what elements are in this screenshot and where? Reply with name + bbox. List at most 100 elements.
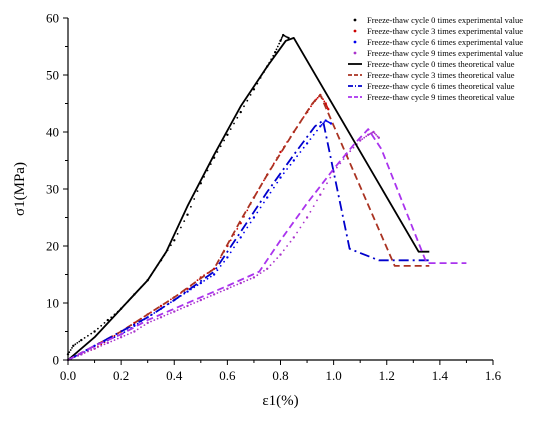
data-point-dot-freeze-thaw-cycle-0-times-experimental-value	[90, 332, 93, 335]
data-point-dot-freeze-thaw-cycle-0-times-experimental-value	[233, 122, 235, 125]
data-point-dot-freeze-thaw-cycle-9-times-experimental-value	[326, 182, 328, 185]
x-tick-label: 1.4	[432, 368, 449, 383]
data-point-freeze-thaw-cycle-3-times-experimental-value	[133, 321, 136, 325]
data-point-dot-freeze-thaw-cycle-9-times-experimental-value	[153, 319, 156, 321]
data-point-freeze-thaw-cycle-6-times-experimental-value	[329, 122, 333, 125]
data-point-freeze-thaw-cycle-9-times-experimental-value	[186, 304, 189, 308]
data-point-dot-freeze-thaw-cycle-6-times-experimental-value	[259, 206, 262, 209]
series-line-freeze-thaw-cycle-0-times-theoretical-value	[67, 37, 430, 361]
data-point-dot-freeze-thaw-cycle-9-times-experimental-value	[166, 313, 169, 316]
data-point-dot-freeze-thaw-cycle-6-times-experimental-value	[296, 155, 298, 158]
y-tick-label: 60	[46, 11, 59, 26]
data-point-dot-freeze-thaw-cycle-9-times-experimental-value	[140, 326, 142, 329]
data-point-dot-freeze-thaw-cycle-9-times-experimental-value	[203, 297, 206, 300]
data-point-dot-freeze-thaw-cycle-3-times-experimental-value	[310, 105, 312, 108]
data-point-dot-freeze-thaw-cycle-3-times-experimental-value	[113, 334, 116, 337]
data-point-dot-freeze-thaw-cycle-6-times-experimental-value	[113, 336, 116, 339]
data-point-dot-freeze-thaw-cycle-9-times-experimental-value	[176, 309, 179, 311]
data-point-dot-freeze-thaw-cycle-0-times-experimental-value	[103, 322, 106, 324]
data-point-freeze-thaw-cycle-6-times-experimental-value	[199, 281, 202, 285]
data-point-dot-freeze-thaw-cycle-6-times-experimental-value	[123, 331, 126, 334]
data-point-dot-freeze-thaw-cycle-9-times-experimental-value	[123, 334, 126, 337]
data-point-dot-freeze-thaw-cycle-9-times-experimental-value	[216, 292, 219, 294]
legend-label-freeze-thaw-cycle-0-times-theoretical-value: Freeze-thaw cycle 0 times theoretical va…	[367, 59, 515, 69]
data-point-dot-freeze-thaw-cycle-0-times-experimental-value	[280, 38, 283, 41]
data-point-dot-freeze-thaw-cycle-9-times-experimental-value	[126, 333, 129, 336]
x-tick-label: 1.0	[326, 368, 342, 383]
data-point-freeze-thaw-cycle-9-times-experimental-value	[266, 267, 269, 270]
data-point-dot-freeze-thaw-cycle-9-times-experimental-value	[110, 340, 113, 343]
plot-area	[66, 33, 467, 362]
data-point-dot-freeze-thaw-cycle-9-times-experimental-value	[316, 199, 318, 202]
data-point-dot-freeze-thaw-cycle-6-times-experimental-value	[219, 265, 222, 267]
data-point-dot-freeze-thaw-cycle-9-times-experimental-value	[249, 277, 252, 280]
data-point-dot-freeze-thaw-cycle-0-times-experimental-value	[229, 128, 232, 131]
data-point-dot-freeze-thaw-cycle-6-times-experimental-value	[323, 121, 326, 123]
data-point-freeze-thaw-cycle-6-times-experimental-value	[319, 125, 322, 128]
data-point-freeze-thaw-cycle-9-times-experimental-value	[292, 236, 295, 239]
data-point-dot-freeze-thaw-cycle-9-times-experimental-value	[229, 286, 232, 289]
data-point-dot-freeze-thaw-cycle-0-times-experimental-value	[219, 145, 222, 148]
data-point-dot-freeze-thaw-cycle-3-times-experimental-value	[263, 179, 265, 182]
legend-label-freeze-thaw-cycle-0-times-experimental-value: Freeze-thaw cycle 0 times experimental v…	[367, 15, 523, 25]
data-point-dot-freeze-thaw-cycle-6-times-experimental-value	[216, 269, 219, 272]
data-point-dot-freeze-thaw-cycle-9-times-experimental-value	[365, 135, 368, 138]
data-point-dot-freeze-thaw-cycle-9-times-experimental-value	[100, 344, 103, 347]
data-point-dot-freeze-thaw-cycle-6-times-experimental-value	[229, 251, 232, 254]
data-point-dot-freeze-thaw-cycle-0-times-experimental-value	[76, 342, 79, 344]
data-point-freeze-thaw-cycle-9-times-experimental-value	[226, 287, 229, 290]
legend: Freeze-thaw cycle 0 times experimental v…	[348, 15, 523, 102]
x-tick-label: 1.6	[485, 368, 502, 383]
data-point-dot-freeze-thaw-cycle-0-times-experimental-value	[236, 116, 239, 119]
data-point-dot-freeze-thaw-cycle-6-times-experimental-value	[302, 146, 305, 149]
data-point-dot-freeze-thaw-cycle-0-times-experimental-value	[246, 99, 249, 102]
legend-swatch-freeze-thaw-cycle-9-times-experimental-value	[353, 51, 357, 55]
data-point-freeze-thaw-cycle-0-times-experimental-value	[173, 239, 176, 242]
data-point-dot-freeze-thaw-cycle-9-times-experimental-value	[163, 314, 166, 317]
data-point-dot-freeze-thaw-cycle-0-times-experimental-value	[276, 45, 279, 48]
data-point-dot-freeze-thaw-cycle-9-times-experimental-value	[97, 346, 99, 349]
y-tick-label: 0	[53, 353, 60, 368]
data-point-freeze-thaw-cycle-0-times-experimental-value	[72, 344, 75, 347]
data-point-dot-freeze-thaw-cycle-9-times-experimental-value	[219, 290, 222, 293]
data-point-dot-freeze-thaw-cycle-0-times-experimental-value	[83, 337, 86, 339]
data-point-dot-freeze-thaw-cycle-9-times-experimental-value	[289, 240, 292, 243]
data-point-freeze-thaw-cycle-9-times-experimental-value	[119, 336, 123, 339]
data-point-freeze-thaw-cycle-0-times-experimental-value	[80, 338, 83, 342]
legend-label-freeze-thaw-cycle-6-times-theoretical-value: Freeze-thaw cycle 6 times theoretical va…	[367, 81, 515, 91]
data-point-freeze-thaw-cycle-0-times-experimental-value	[186, 213, 189, 216]
data-point-freeze-thaw-cycle-6-times-experimental-value	[279, 176, 282, 179]
data-point-freeze-thaw-cycle-6-times-experimental-value	[212, 273, 216, 276]
data-point-dot-freeze-thaw-cycle-3-times-experimental-value	[150, 311, 152, 314]
data-point-dot-freeze-thaw-cycle-0-times-experimental-value	[71, 347, 73, 349]
data-point-freeze-thaw-cycle-3-times-experimental-value	[186, 287, 189, 290]
data-point-dot-freeze-thaw-cycle-9-times-experimental-value	[302, 221, 305, 224]
data-point-dot-freeze-thaw-cycle-6-times-experimental-value	[289, 163, 292, 166]
legend-swatch-freeze-thaw-cycle-3-times-experimental-value	[353, 29, 357, 33]
legend-label-freeze-thaw-cycle-3-times-experimental-value: Freeze-thaw cycle 3 times experimental v…	[367, 26, 523, 36]
data-point-dot-freeze-thaw-cycle-0-times-experimental-value	[275, 48, 278, 51]
data-point-dot-freeze-thaw-cycle-0-times-experimental-value	[196, 190, 199, 193]
data-point-dot-freeze-thaw-cycle-9-times-experimental-value	[336, 166, 338, 169]
data-point-dot-freeze-thaw-cycle-9-times-experimental-value	[322, 188, 325, 190]
data-point-dot-freeze-thaw-cycle-6-times-experimental-value	[316, 129, 318, 132]
data-point-freeze-thaw-cycle-3-times-experimental-value	[159, 304, 163, 308]
legend-label-freeze-thaw-cycle-9-times-theoretical-value: Freeze-thaw cycle 9 times theoretical va…	[367, 92, 515, 102]
series-line-freeze-thaw-cycle-3-times-theoretical-value	[67, 94, 430, 361]
data-point-dot-freeze-thaw-cycle-6-times-experimental-value	[309, 138, 312, 141]
data-point-dot-freeze-thaw-cycle-9-times-experimental-value	[276, 257, 279, 259]
data-point-freeze-thaw-cycle-9-times-experimental-value	[305, 216, 309, 219]
x-tick-label: 1.2	[379, 368, 395, 383]
data-point-dot-freeze-thaw-cycle-6-times-experimental-value	[282, 172, 285, 175]
data-point-freeze-thaw-cycle-3-times-experimental-value	[279, 150, 282, 154]
data-point-dot-freeze-thaw-cycle-9-times-experimental-value	[223, 289, 226, 292]
data-point-dot-freeze-thaw-cycle-3-times-experimental-value	[323, 100, 326, 103]
data-point-dot-freeze-thaw-cycle-0-times-experimental-value	[68, 351, 71, 354]
data-point-dot-freeze-thaw-cycle-0-times-experimental-value	[97, 327, 99, 330]
legend-label-freeze-thaw-cycle-6-times-experimental-value: Freeze-thaw cycle 6 times experimental v…	[367, 37, 523, 47]
data-point-dot-freeze-thaw-cycle-9-times-experimental-value	[183, 306, 186, 309]
data-point-freeze-thaw-cycle-9-times-experimental-value	[106, 341, 110, 345]
data-point-dot-freeze-thaw-cycle-0-times-experimental-value	[249, 94, 252, 96]
data-point-dot-freeze-thaw-cycle-9-times-experimental-value	[282, 249, 285, 252]
data-point-dot-freeze-thaw-cycle-9-times-experimental-value	[113, 339, 116, 341]
